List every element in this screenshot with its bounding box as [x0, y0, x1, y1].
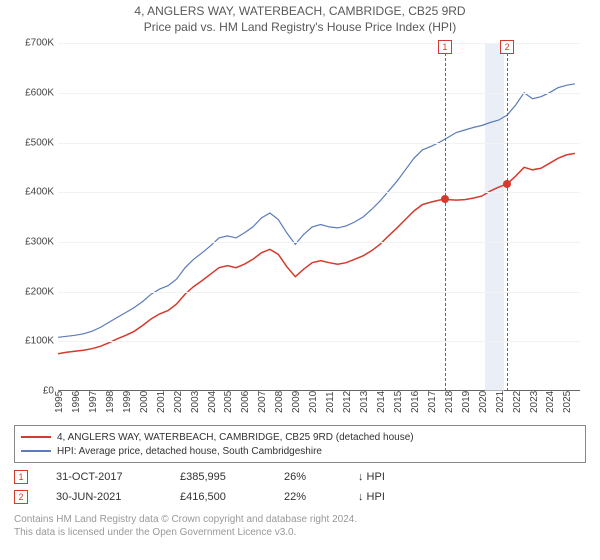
x-tick-label: 2009: [291, 391, 302, 413]
y-axis: £0£100K£200K£300K£400K£500K£600K£700K: [14, 39, 58, 391]
y-tick-label: £600K: [25, 87, 54, 98]
grid-line: [58, 192, 580, 193]
x-tick-label: 2010: [308, 391, 319, 413]
transaction-price: £385,995: [180, 471, 260, 483]
legend-row: HPI: Average price, detached house, Sout…: [21, 444, 579, 458]
x-tick-label: 1997: [88, 391, 99, 413]
x-tick-label: 2004: [207, 391, 218, 413]
y-tick-label: £500K: [25, 137, 54, 148]
transaction-price: £416,500: [180, 491, 260, 503]
chart-lines: [58, 43, 580, 391]
x-tick-label: 2005: [223, 391, 234, 413]
marker-line: [445, 43, 446, 391]
transaction-table: 1 31-OCT-2017 £385,995 26% ↓ HPI 2 30-JUN-2021…: [14, 467, 586, 507]
legend-label: 4, ANGLERS WAY, WATERBEACH, CAMBRIDGE, C…: [57, 432, 414, 443]
x-tick-label: 2016: [410, 391, 421, 413]
marker-chip: 1: [438, 40, 452, 54]
x-tick-label: 2011: [325, 392, 336, 414]
transaction-marker: 1: [14, 470, 28, 484]
y-tick-label: £700K: [25, 38, 54, 49]
title-subtitle: Price paid vs. HM Land Registry's House …: [8, 20, 592, 36]
x-tick-label: 2000: [139, 391, 150, 413]
x-tick-label: 2014: [376, 391, 387, 413]
grid-line: [58, 143, 580, 144]
x-tick-label: 2019: [461, 391, 472, 413]
transaction-date: 30-JUN-2021: [56, 491, 156, 503]
y-tick-label: £0: [43, 386, 54, 397]
transaction-dot: [441, 195, 449, 203]
transaction-direction: ↓ HPI: [358, 471, 408, 483]
grid-line: [58, 341, 580, 342]
x-tick-label: 1995: [54, 391, 65, 413]
transaction-marker: 2: [14, 490, 28, 504]
transaction-pct: 26%: [284, 471, 334, 483]
legend-swatch: [21, 450, 51, 452]
x-tick-label: 2001: [156, 391, 167, 413]
x-tick-label: 2013: [359, 391, 370, 413]
legend-row: 4, ANGLERS WAY, WATERBEACH, CAMBRIDGE, C…: [21, 430, 579, 444]
x-tick-label: 2008: [274, 391, 285, 413]
chart-container: 4, ANGLERS WAY, WATERBEACH, CAMBRIDGE, C…: [0, 0, 600, 560]
x-tick-label: 2020: [478, 391, 489, 413]
x-tick-label: 2002: [173, 391, 184, 413]
footer-licence: This data is licensed under the Open Gov…: [14, 526, 586, 539]
title-address: 4, ANGLERS WAY, WATERBEACH, CAMBRIDGE, C…: [8, 4, 592, 20]
x-tick-label: 2025: [562, 391, 573, 413]
x-tick-label: 1999: [122, 391, 133, 413]
transaction-pct: 22%: [284, 491, 334, 503]
footer-copyright: Contains HM Land Registry data © Crown c…: [14, 513, 586, 526]
x-tick-label: 2017: [427, 391, 438, 413]
y-tick-label: £400K: [25, 187, 54, 198]
x-tick-label: 2023: [529, 391, 540, 413]
marker-chip: 2: [500, 40, 514, 54]
transaction-direction: ↓ HPI: [358, 491, 408, 503]
x-tick-label: 2015: [393, 391, 404, 413]
x-axis: 1995199619971998199920002001200220032004…: [58, 395, 580, 425]
series-hpi: [58, 84, 575, 337]
y-tick-label: £100K: [25, 336, 54, 347]
transaction-date: 31-OCT-2017: [56, 471, 156, 483]
y-tick-label: £300K: [25, 237, 54, 248]
grid-line: [58, 292, 580, 293]
transaction-row: 2 30-JUN-2021 £416,500 22% ↓ HPI: [14, 487, 586, 507]
x-tick-label: 2018: [444, 391, 455, 413]
grid-line: [58, 93, 580, 94]
transaction-dot: [503, 180, 511, 188]
x-tick-label: 2012: [342, 391, 353, 413]
footer: Contains HM Land Registry data © Crown c…: [14, 513, 586, 539]
x-tick-label: 2003: [190, 391, 201, 413]
grid-line: [58, 242, 580, 243]
series-property: [58, 154, 575, 354]
title-block: 4, ANGLERS WAY, WATERBEACH, CAMBRIDGE, C…: [8, 4, 592, 35]
x-tick-label: 2021: [495, 391, 506, 413]
x-tick-label: 2024: [545, 391, 556, 413]
chart-area: £0£100K£200K£300K£400K£500K£600K£700K 12…: [14, 39, 586, 419]
x-tick-label: 1998: [105, 391, 116, 413]
plot-region: 12: [58, 43, 580, 391]
x-tick-label: 2022: [512, 391, 523, 413]
legend-label: HPI: Average price, detached house, Sout…: [57, 446, 322, 457]
x-tick-label: 2007: [257, 391, 268, 413]
y-tick-label: £200K: [25, 286, 54, 297]
x-tick-label: 1996: [71, 391, 82, 413]
marker-line: [507, 43, 508, 391]
transaction-row: 1 31-OCT-2017 £385,995 26% ↓ HPI: [14, 467, 586, 487]
legend: 4, ANGLERS WAY, WATERBEACH, CAMBRIDGE, C…: [14, 425, 586, 463]
x-tick-label: 2006: [240, 391, 251, 413]
legend-swatch: [21, 436, 51, 438]
